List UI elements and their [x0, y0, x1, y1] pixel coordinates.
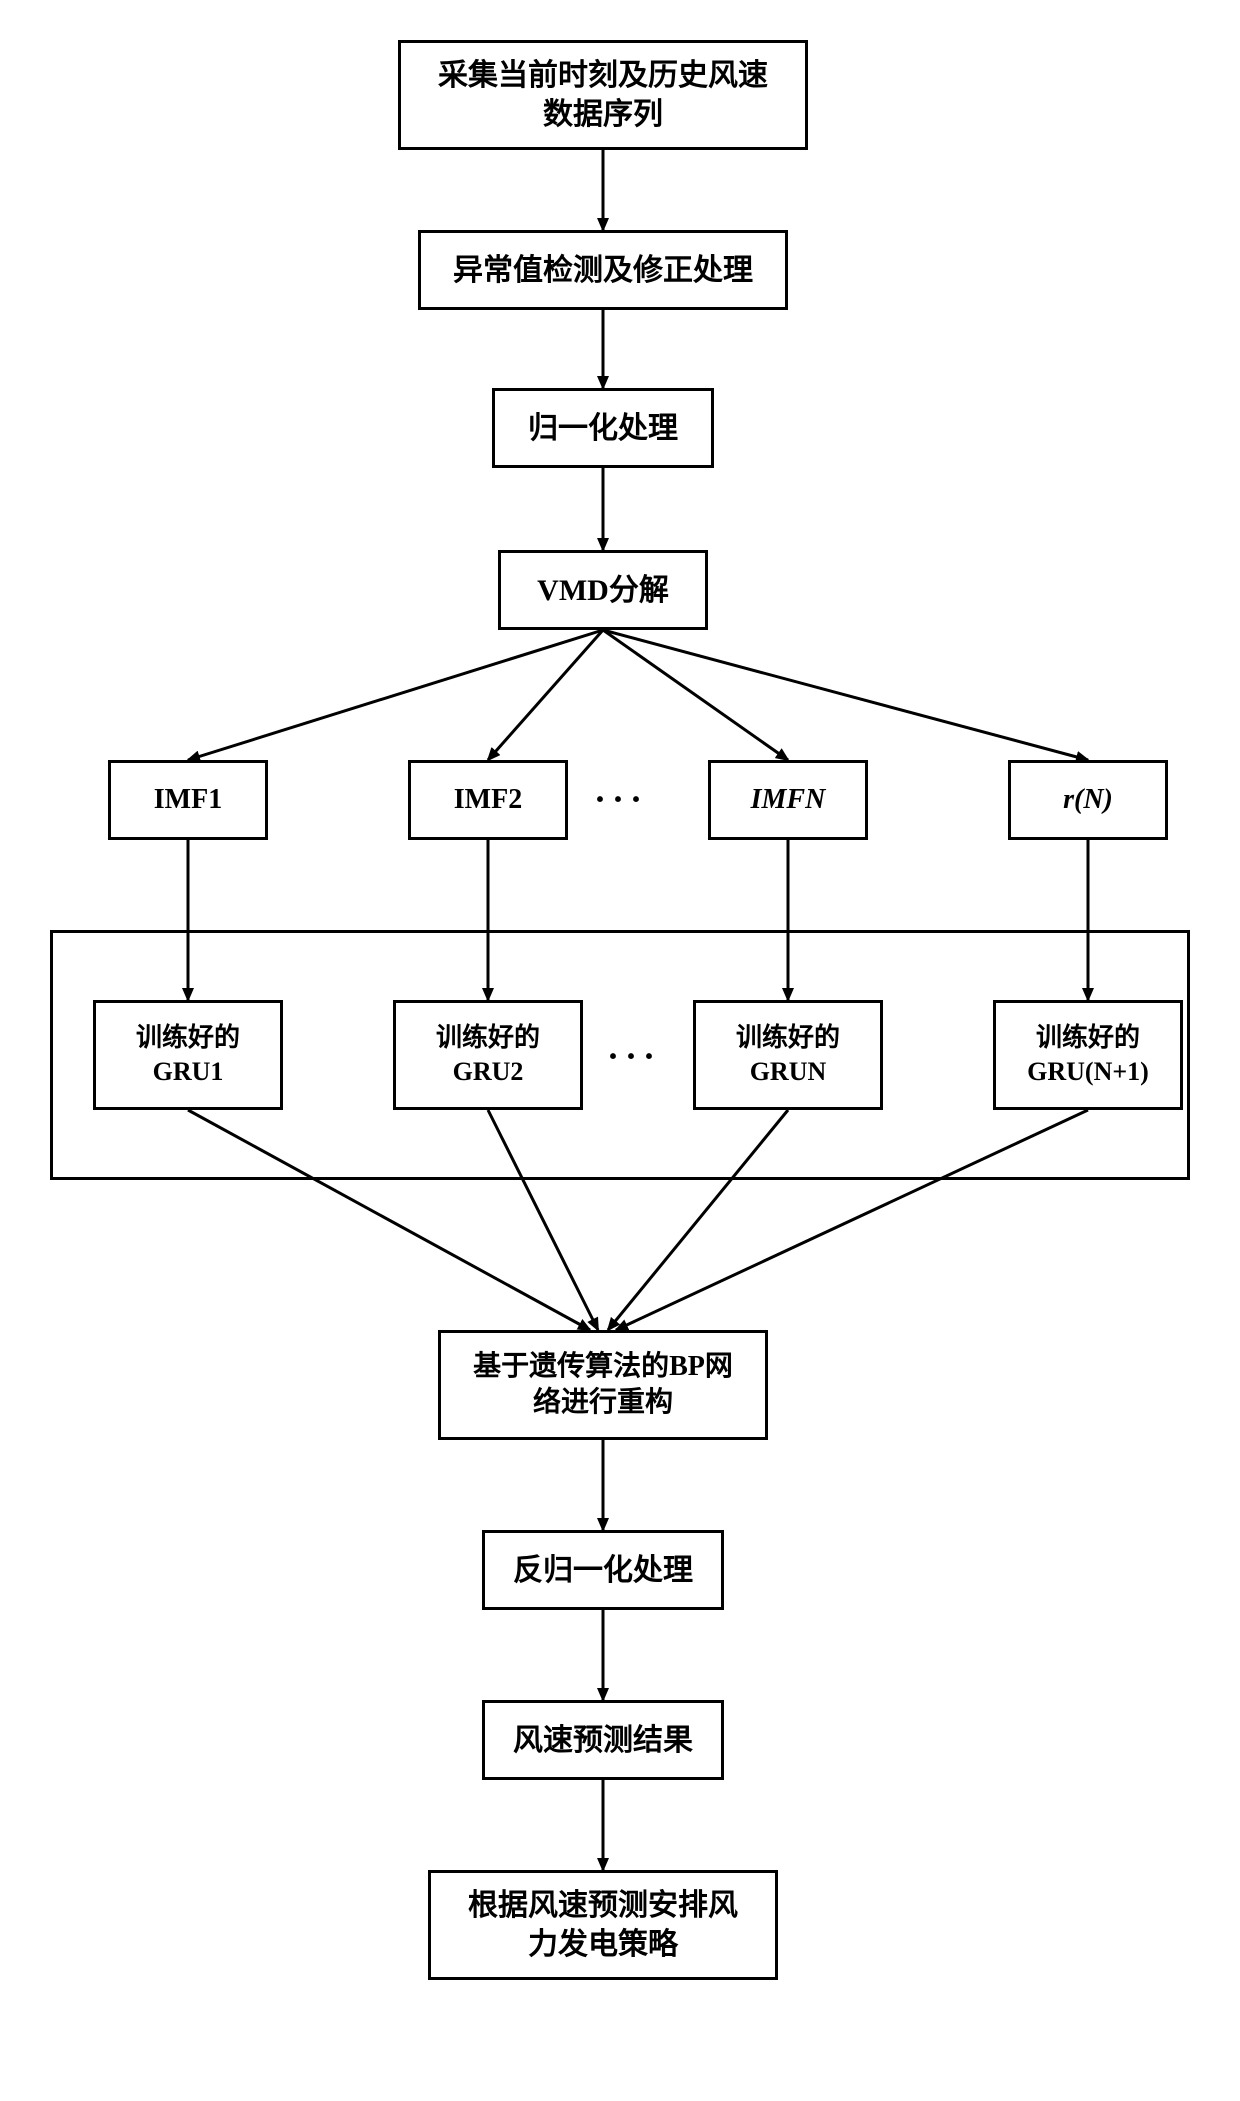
dots-imf: ···	[594, 778, 648, 820]
node-imfn: IMFN	[708, 760, 868, 840]
node-strategy: 根据风速预测安排风力发电策略	[428, 1870, 778, 1980]
node-rn: r(N)	[1008, 760, 1168, 840]
node-imf2: IMF2	[408, 760, 568, 840]
node-normalize: 归一化处理	[492, 388, 714, 468]
node-ga-bp: 基于遗传算法的BP网络进行重构	[438, 1330, 768, 1440]
node-gru1: 训练好的GRU1	[93, 1000, 283, 1110]
node-collect-data: 采集当前时刻及历史风速数据序列	[398, 40, 808, 150]
node-vmd: VMD分解	[498, 550, 708, 630]
node-grun: 训练好的GRUN	[693, 1000, 883, 1110]
node-gru2: 训练好的GRU2	[393, 1000, 583, 1110]
node-imf1: IMF1	[108, 760, 268, 840]
node-result: 风速预测结果	[482, 1700, 724, 1780]
node-denormalize: 反归一化处理	[482, 1530, 724, 1610]
node-grun1: 训练好的GRU(N+1)	[993, 1000, 1183, 1110]
node-outlier-correction: 异常值检测及修正处理	[418, 230, 788, 310]
dots-gru: ···	[607, 1035, 661, 1077]
